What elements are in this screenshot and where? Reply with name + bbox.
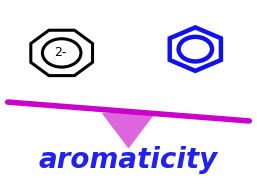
Text: aromaticity: aromaticity — [39, 146, 218, 174]
Polygon shape — [103, 113, 154, 147]
Text: 2-: 2- — [54, 46, 67, 59]
